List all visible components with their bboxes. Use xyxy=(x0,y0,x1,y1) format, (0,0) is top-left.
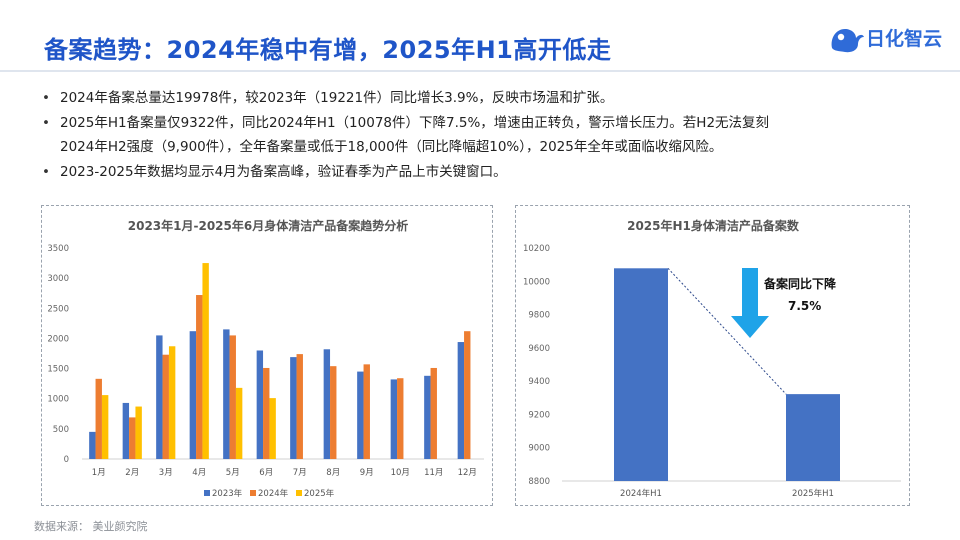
x-tick-label: 2月 xyxy=(125,468,139,478)
x-tick-label: 11月 xyxy=(424,468,443,478)
x-tick-label: 2025年H1 xyxy=(792,488,834,499)
brand-logo-icon xyxy=(831,29,864,53)
y-tick-label: 2500 xyxy=(47,304,69,314)
y-tick-label: 500 xyxy=(53,425,69,435)
y-tick-label: 9400 xyxy=(528,377,550,387)
chart-title: 2025年H1身体清洁产品备案数 xyxy=(627,218,800,233)
legend-label: 2024年 xyxy=(258,488,289,499)
legend-swatch-2024年 xyxy=(250,490,256,496)
bar-2025年-6月 xyxy=(269,398,276,459)
bullet-2: 2025年H1备案量仅9322件，同比2024年H1（10078件）下降7.5%… xyxy=(42,111,942,136)
legend-label: 2025年 xyxy=(304,488,335,499)
page-title: 备案趋势：2024年稳中有增，2025年H1高开低走 xyxy=(44,36,612,64)
x-tick-label: 5月 xyxy=(226,468,240,478)
bar-2024年-12月 xyxy=(464,331,471,459)
summary-bullets: 2024年备案总量达19978件，较2023年（19221件）同比增长3.9%，… xyxy=(42,86,942,184)
bar-2025年-2月 xyxy=(135,406,142,459)
bar-2024年-5月 xyxy=(229,335,236,459)
bar-2024年H1 xyxy=(614,268,668,481)
monthly-trend-chart-panel: 2023年1月-2025年6月身体清洁产品备案趋势分析 0 500 1000 1500 2… xyxy=(41,205,493,506)
legend-swatch-2025年 xyxy=(296,490,302,496)
bar-2024年-9月 xyxy=(363,364,370,459)
bar-2024年-10月 xyxy=(397,378,404,459)
chart-title: 2023年1月-2025年6月身体清洁产品备案趋势分析 xyxy=(128,218,408,233)
bar-2024年-8月 xyxy=(330,366,337,459)
bar-2023年-4月 xyxy=(189,331,197,459)
y-tick-label: 2000 xyxy=(47,334,69,344)
legend-label: 2023年 xyxy=(212,488,243,499)
y-tick-label: 3500 xyxy=(47,244,69,254)
h1-comparison-chart-panel: 2025年H1身体清洁产品备案数 8800 9000 9200 9400 9600 9800… xyxy=(515,205,910,506)
bar-2024年-2月 xyxy=(129,417,136,459)
bullet-1: 2024年备案总量达19978件，较2023年（19221件）同比增长3.9%，… xyxy=(42,86,942,111)
trend-connector-line xyxy=(667,267,787,395)
x-tick-label: 4月 xyxy=(192,468,206,478)
x-tick-label: 9月 xyxy=(360,468,374,478)
bar-2025年-4月 xyxy=(202,263,209,459)
brand-name: 日化智云 xyxy=(866,28,943,50)
bar-2024年-11月 xyxy=(430,367,437,459)
bar-2025年H1 xyxy=(786,394,840,481)
y-tick-label: 8800 xyxy=(528,477,550,487)
y-tick-label: 1000 xyxy=(47,395,69,405)
bar-2025年-1月 xyxy=(101,395,109,459)
bar-2023年-3月 xyxy=(156,335,163,459)
x-tick-label: 8月 xyxy=(326,468,340,478)
x-tick-label: 7月 xyxy=(293,468,307,478)
y-tick-label: 9200 xyxy=(528,410,550,420)
h1-comparison-chart: 2025年H1身体清洁产品备案数 8800 9000 9200 9400 9600 9800… xyxy=(523,218,901,499)
bar-2024年-3月 xyxy=(162,354,169,459)
bar-2024年-4月 xyxy=(196,295,203,459)
x-tick-label: 1月 xyxy=(92,468,106,478)
bar-2023年-7月 xyxy=(290,357,297,459)
y-tick-label: 1500 xyxy=(47,365,69,375)
bar-2023年-9月 xyxy=(357,371,364,459)
bar-2023年-2月 xyxy=(122,402,130,459)
bar-2024年-7月 xyxy=(296,354,303,459)
bar-2023年-5月 xyxy=(223,329,230,459)
bar-2023年-11月 xyxy=(424,375,431,459)
y-tick-label: 10200 xyxy=(523,244,550,254)
y-tick-label: 3000 xyxy=(47,274,69,284)
bar-2025年-3月 xyxy=(168,346,176,459)
bullet-4: 2023-2025年数据均显示4月为备案高峰，验证春季为产品上市关键窗口。 xyxy=(42,160,942,185)
x-tick-label: 6月 xyxy=(259,468,273,478)
data-source-note: 数据来源： 美业颜究院 xyxy=(34,520,148,533)
y-tick-label: 9000 xyxy=(528,444,550,454)
title-divider xyxy=(0,70,960,72)
bar-2024年-6月 xyxy=(263,367,270,459)
y-tick-label: 0 xyxy=(64,455,69,465)
y-tick-label: 9800 xyxy=(528,311,550,321)
x-tick-label: 2024年H1 xyxy=(620,488,662,499)
bar-2024年-1月 xyxy=(95,378,102,459)
bar-2023年-12月 xyxy=(457,342,465,459)
y-tick-label: 10000 xyxy=(523,277,550,287)
bar-2023年-10月 xyxy=(390,379,398,459)
x-tick-label: 3月 xyxy=(159,468,173,478)
bar-2023年-8月 xyxy=(323,349,331,459)
down-arrow-icon xyxy=(731,268,769,338)
bullet-3-continuation: 2024年H2强度（9,900件），全年备案量或低于18,000件（同比降幅超1… xyxy=(60,139,723,155)
bar-2025年-5月 xyxy=(235,387,243,459)
x-tick-label: 10月 xyxy=(391,468,410,478)
x-tick-label: 12月 xyxy=(458,468,477,478)
bar-2023年-1月 xyxy=(89,431,96,459)
y-tick-label: 9600 xyxy=(528,344,550,354)
monthly-trend-chart: 2023年1月-2025年6月身体清洁产品备案趋势分析 0 500 1000 1500 2… xyxy=(47,218,484,499)
decline-annotation-label: 备案同比下降 xyxy=(763,276,837,291)
bar-2023年-6月 xyxy=(256,350,264,459)
decline-annotation-value: 7.5% xyxy=(788,299,821,313)
legend-swatch-2023年 xyxy=(204,490,210,496)
